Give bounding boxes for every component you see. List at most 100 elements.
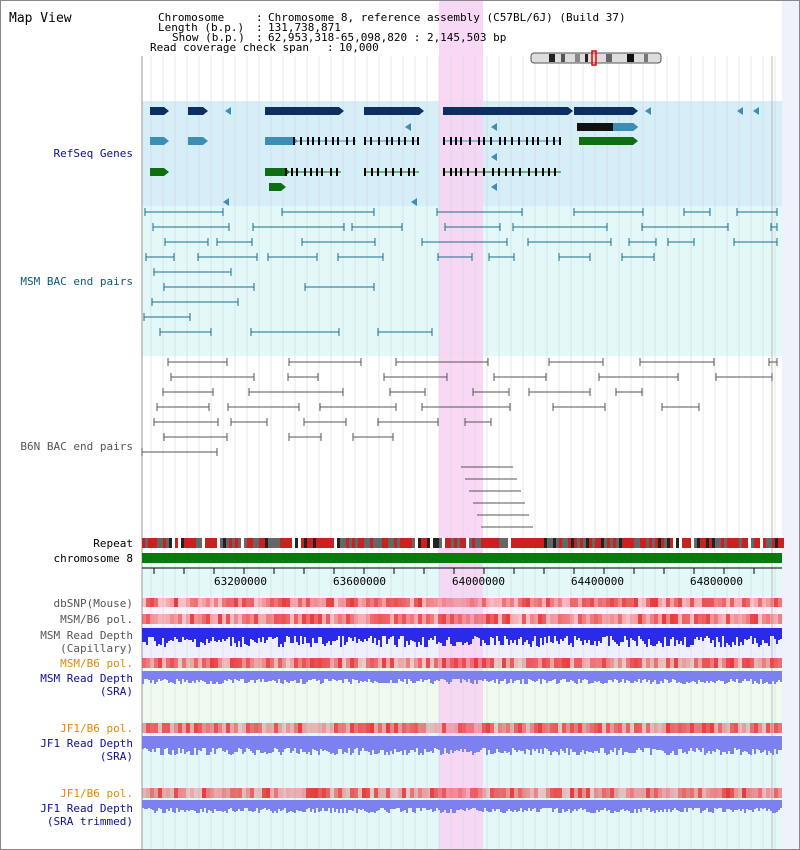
repeat-block bbox=[412, 538, 415, 548]
msm-b6-pol-heat-cell bbox=[478, 614, 482, 624]
jf1-trimmed-depth-bar bbox=[478, 800, 480, 811]
jf1-depth-bar bbox=[638, 736, 640, 748]
msm-capillary-depth-bar bbox=[700, 628, 702, 637]
msm-capillary-depth-bar bbox=[566, 628, 568, 636]
jf1-b6-pol-heat-cell bbox=[706, 723, 710, 733]
jf1-depth-bar bbox=[252, 736, 254, 753]
msm-b6-pol-heat-cell bbox=[490, 614, 494, 624]
repeat-block bbox=[361, 538, 364, 548]
msm-capillary-depth-bar bbox=[640, 628, 642, 639]
msm-capillary-depth-bar bbox=[156, 628, 158, 646]
gene-marker bbox=[491, 123, 497, 131]
gene-block bbox=[574, 107, 633, 115]
jf1-depth-bar bbox=[260, 736, 262, 753]
gene-block bbox=[188, 107, 203, 115]
dbsnp-heat-cell bbox=[506, 598, 510, 607]
msm-capillary-depth-bar bbox=[388, 628, 390, 639]
jf1-trimmed-depth-bar bbox=[168, 800, 170, 811]
jf1-b6-pol-heat-cell bbox=[182, 723, 186, 733]
jf1-depth-bar bbox=[468, 736, 470, 752]
msm-b6-pol-heat-cell bbox=[282, 614, 286, 624]
jf1-b6-pol-heat-cell bbox=[766, 723, 770, 733]
jf1-b6-pol-heat-cell bbox=[198, 788, 202, 798]
jf1-trimmed-depth-bar bbox=[518, 800, 520, 811]
gene-exon bbox=[413, 168, 415, 176]
jf1-b6-pol-heat-cell bbox=[602, 723, 606, 733]
gene-marker bbox=[223, 198, 229, 206]
repeat-block bbox=[376, 538, 379, 548]
gene-exon bbox=[293, 137, 295, 145]
repeat-block bbox=[598, 538, 601, 548]
jf1-depth-bar bbox=[418, 736, 420, 755]
msm-capillary-depth-bar bbox=[314, 628, 316, 643]
dbsnp-heat-cell bbox=[294, 598, 298, 607]
track-label-jf1-b6-pol: JF1/B6 pol. bbox=[60, 722, 133, 735]
repeat-block bbox=[349, 538, 352, 548]
dbsnp-heat-cell bbox=[358, 598, 362, 607]
msm-b6-pol-heat-cell bbox=[610, 658, 614, 668]
jf1-b6-pol-heat-cell bbox=[298, 723, 302, 733]
msm-capillary-depth-bar bbox=[150, 628, 152, 637]
repeat-block bbox=[652, 538, 655, 548]
jf1-b6-pol-heat-cell bbox=[330, 723, 334, 733]
msm-sra-depth-bar bbox=[670, 671, 672, 682]
repeat-block bbox=[271, 538, 274, 548]
jf1-depth-bar bbox=[288, 736, 290, 748]
jf1-depth-bar bbox=[286, 736, 288, 748]
repeat-block bbox=[307, 538, 310, 548]
msm-sra-depth-bar bbox=[330, 671, 332, 681]
msm-capillary-depth-bar bbox=[182, 628, 184, 637]
jf1-depth-bar bbox=[626, 736, 628, 752]
repeat-block bbox=[370, 538, 373, 548]
jf1-b6-pol-heat-cell bbox=[290, 788, 294, 798]
dbsnp-heat-cell bbox=[530, 598, 534, 607]
msm-b6-pol-heat-cell bbox=[682, 614, 686, 624]
jf1-depth-bar bbox=[750, 736, 752, 755]
msm-capillary-depth-bar bbox=[342, 628, 344, 636]
msm-b6-pol-heat-cell bbox=[598, 614, 602, 624]
msm-b6-pol-heat-cell bbox=[730, 614, 734, 624]
msm-sra-depth-bar bbox=[366, 671, 368, 682]
jf1-depth-bar bbox=[318, 736, 320, 755]
jf1-b6-pol-heat-cell bbox=[482, 788, 486, 798]
msm-sra-depth-bar bbox=[394, 671, 396, 683]
jf1-trimmed-depth-bar bbox=[742, 800, 744, 809]
jf1-b6-pol-heat-cell bbox=[254, 788, 258, 798]
msm-b6-pol-heat-cell bbox=[702, 614, 706, 624]
repeat-block bbox=[553, 538, 556, 548]
msm-b6-pol-heat-cell bbox=[486, 658, 490, 668]
msm-b6-pol-heat-cell bbox=[402, 658, 406, 668]
jf1-b6-pol-heat-cell bbox=[242, 723, 246, 733]
jf1-trimmed-depth-bar bbox=[598, 800, 600, 812]
msm-sra-depth-bar bbox=[520, 671, 522, 684]
repeat-block bbox=[181, 538, 184, 548]
msm-capillary-depth-bar bbox=[534, 628, 536, 636]
repeat-block bbox=[250, 538, 253, 548]
msm-b6-pol-heat-cell bbox=[234, 658, 238, 668]
jf1-depth-bar bbox=[432, 736, 434, 753]
msm-b6-pol-heat-cell bbox=[554, 658, 558, 668]
jf1-depth-bar bbox=[682, 736, 684, 753]
jf1-trimmed-depth-bar bbox=[430, 800, 432, 809]
jf1-trimmed-depth-bar bbox=[324, 800, 326, 811]
jf1-b6-pol-heat-cell bbox=[270, 723, 274, 733]
jf1-b6-pol-heat-cell bbox=[570, 788, 574, 798]
msm-sra-depth-bar bbox=[458, 671, 460, 679]
jf1-depth-bar bbox=[634, 736, 636, 753]
jf1-depth-bar bbox=[212, 736, 214, 748]
jf1-b6-pol-heat-cell bbox=[574, 723, 578, 733]
dbsnp-heat-cell bbox=[410, 598, 414, 607]
repeat-block bbox=[451, 538, 454, 548]
jf1-b6-pol-heat-cell bbox=[690, 788, 694, 798]
dbsnp-heat-cell bbox=[498, 598, 502, 607]
msm-b6-pol-heat-cell bbox=[210, 614, 214, 624]
repeat-block bbox=[631, 538, 634, 548]
dbsnp-heat-cell bbox=[630, 598, 634, 607]
jf1-trimmed-depth-bar bbox=[550, 800, 552, 808]
msm-capillary-depth-bar bbox=[684, 628, 686, 637]
msm-capillary-depth-bar bbox=[212, 628, 214, 637]
jf1-b6-pol-heat-cell bbox=[590, 788, 594, 798]
msm-sra-depth-bar bbox=[766, 671, 768, 682]
jf1-depth-bar bbox=[698, 736, 700, 750]
